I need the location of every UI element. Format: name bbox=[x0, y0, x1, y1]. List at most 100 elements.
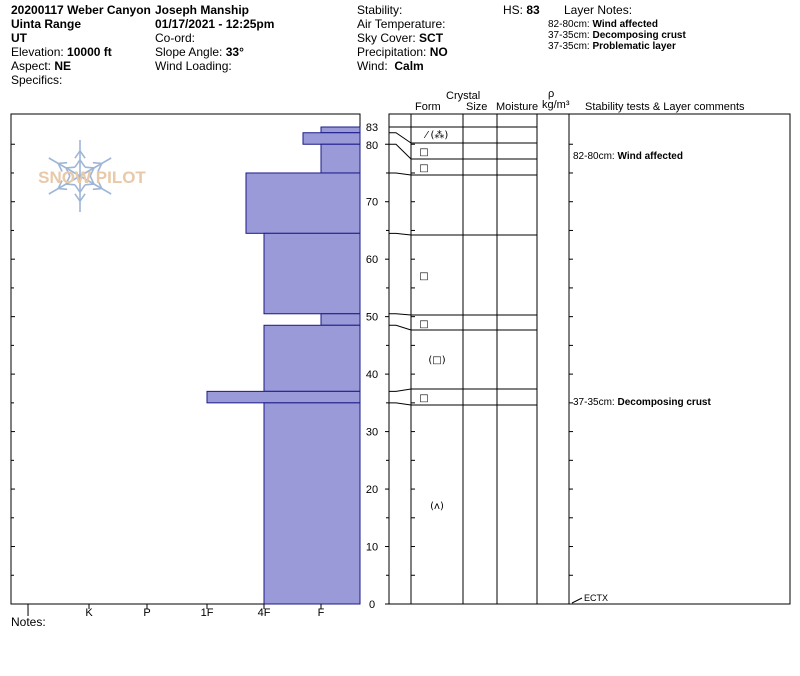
aspect-value: NE bbox=[54, 59, 72, 73]
depth-tick-label: 50 bbox=[366, 312, 378, 324]
layer-connector bbox=[389, 143, 412, 160]
snowflake-arm bbox=[48, 157, 81, 177]
header-right: Stability: Air Temperature: Sky Cover: S… bbox=[357, 3, 448, 73]
observer-name: Joseph Manship bbox=[155, 3, 250, 17]
depth-tick-label: 60 bbox=[366, 254, 378, 266]
grain-form-symbol: □ bbox=[419, 319, 428, 330]
snowflake-branch bbox=[79, 184, 86, 193]
snowflake-branch bbox=[74, 150, 81, 159]
air-temp-label: Air Temperature: bbox=[357, 17, 446, 31]
hardness-axis: I K P 1F 4F F bbox=[26, 604, 325, 619]
hardness-bar bbox=[320, 313, 361, 326]
snowflake-branch bbox=[84, 183, 95, 186]
hardness-bar bbox=[263, 232, 361, 315]
snowflake-branch bbox=[79, 159, 86, 168]
snowflake-branch bbox=[97, 163, 103, 172]
precip-label: Precipitation: bbox=[357, 45, 427, 59]
depth-tick-label: 30 bbox=[366, 427, 378, 439]
stability-label: Stability: bbox=[357, 3, 403, 17]
hs-value: 83 bbox=[526, 3, 540, 17]
layer-connector bbox=[389, 232, 412, 236]
snowflake-branch bbox=[57, 180, 63, 189]
layer-comment: 82-80cm: Wind affected bbox=[573, 151, 683, 162]
hardness-bar bbox=[263, 324, 361, 392]
notes-label: Notes: bbox=[11, 615, 46, 629]
observation-datetime: 01/17/2021 - 12:25pm bbox=[155, 17, 275, 31]
depth-tick-label: 0 bbox=[369, 599, 375, 611]
layer-notes-title: Layer Notes: bbox=[564, 3, 633, 17]
hardness-tick-label: F bbox=[318, 607, 325, 619]
snowflake-arm bbox=[79, 157, 112, 177]
crystal-header: Crystal bbox=[446, 90, 480, 102]
sky-value: SCT bbox=[419, 31, 444, 45]
density-symbol: ρ bbox=[548, 88, 554, 100]
grain-form-symbol: □ bbox=[419, 147, 428, 158]
snowflake-branch bbox=[65, 167, 71, 177]
hardness-bar bbox=[263, 402, 361, 605]
layer-note: 37-35cm: Decomposing crust bbox=[548, 30, 686, 41]
snowflake-icon bbox=[48, 140, 112, 212]
density-unit: kg/m³ bbox=[542, 99, 570, 111]
hs-label: HS: bbox=[503, 3, 524, 17]
hardness-tick-label: P bbox=[143, 607, 150, 619]
form-header: Form bbox=[415, 101, 441, 113]
header-left: 20200117 Weber Canyon Uinta Range UT Ele… bbox=[11, 3, 151, 87]
depth-tick-label: 70 bbox=[366, 197, 378, 209]
hardness-tick-label: 1F bbox=[201, 607, 214, 619]
snowflake-branch bbox=[65, 183, 76, 186]
wind-value: Calm bbox=[394, 59, 424, 73]
snowflake-branch bbox=[79, 193, 86, 202]
aspect-label: Aspect: bbox=[11, 59, 52, 73]
coord-label: Co-ord: bbox=[155, 31, 196, 45]
depth-tick-label: 80 bbox=[366, 140, 378, 152]
slope-label: Slope Angle: bbox=[155, 45, 223, 59]
hardness-bar bbox=[206, 390, 361, 404]
hardness-bar bbox=[320, 126, 361, 134]
hardness-tick-label: 4F bbox=[258, 607, 271, 619]
grain-form-symbol: □ bbox=[419, 163, 428, 174]
snowflake-branch bbox=[89, 175, 95, 185]
snowflake-branch bbox=[57, 163, 63, 172]
precip-value: NO bbox=[429, 45, 448, 59]
sky-label: Sky Cover: bbox=[357, 31, 416, 45]
profile-title: 20200117 Weber Canyon bbox=[11, 3, 151, 17]
layer-connector bbox=[389, 132, 412, 144]
grain-form-symbol: □ bbox=[419, 271, 428, 282]
layer-comments: 82-80cm: Wind affected 37-35cm: Decomposi… bbox=[571, 151, 711, 604]
snowflake-branch bbox=[65, 166, 76, 169]
depth-tick-label: 40 bbox=[366, 369, 378, 381]
size-header: Size bbox=[466, 101, 487, 113]
layer-connector bbox=[389, 313, 412, 316]
layer-note: 82-80cm: Wind affected bbox=[548, 19, 658, 30]
snowflake-arm bbox=[48, 175, 81, 195]
state: UT bbox=[11, 31, 27, 45]
snowflake-branch bbox=[74, 184, 81, 193]
layer-connector bbox=[389, 324, 412, 331]
layer-comment: 37-35cm: Decomposing crust bbox=[573, 397, 711, 408]
hs-block: HS: 83 bbox=[503, 3, 540, 17]
layer-note: 37-35cm: Problematic layer bbox=[548, 41, 676, 52]
logo-text: SNOW PILOT bbox=[38, 168, 146, 187]
specifics-label: Specifics: bbox=[11, 73, 63, 87]
slope-value: 33° bbox=[225, 45, 244, 59]
layer-boundaries bbox=[389, 126, 537, 406]
snowflake-branch bbox=[92, 161, 102, 165]
snowflake-branch bbox=[74, 159, 81, 168]
wind-loading-label: Wind Loading: bbox=[155, 59, 232, 73]
hardness-bar bbox=[245, 172, 361, 234]
snowflake-branch bbox=[79, 150, 86, 159]
grain-form-symbol: ⁄ (⁂) bbox=[424, 129, 449, 141]
snowflake-branch bbox=[58, 187, 68, 191]
depth-axis: 0 10 20 30 40 50 60 70 80 83 bbox=[11, 122, 573, 611]
snowflake-branch bbox=[74, 193, 81, 202]
stability-test-pointer bbox=[571, 597, 583, 604]
hardness-bar bbox=[320, 143, 361, 174]
wind-label: Wind: bbox=[357, 59, 388, 73]
snowflake-branch bbox=[84, 166, 95, 169]
header-middle: Joseph Manship 01/17/2021 - 12:25pm Co-o… bbox=[155, 3, 274, 73]
snowflake-branch bbox=[65, 175, 71, 185]
moisture-header: Moisture bbox=[496, 101, 538, 113]
layer-connector bbox=[389, 172, 412, 176]
stability-header: Stability tests & Layer comments bbox=[585, 101, 745, 113]
